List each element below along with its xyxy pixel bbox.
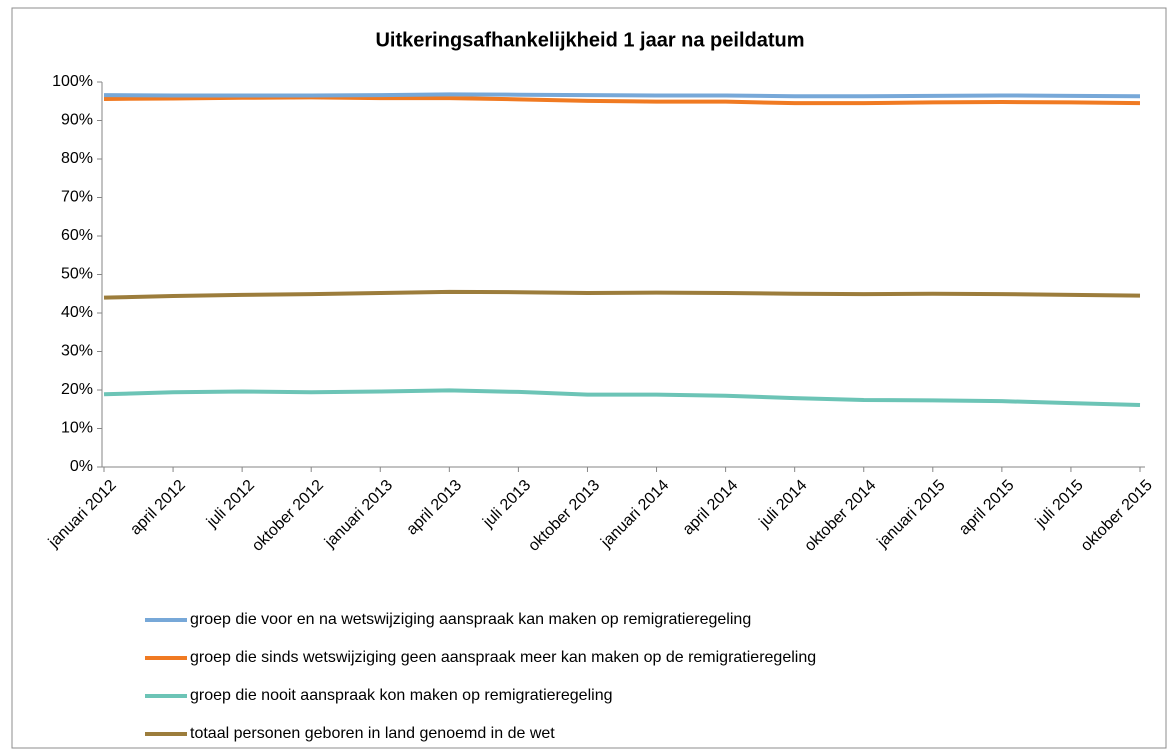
chart-title: Uitkeringsafhankelijkheid 1 jaar na peil…: [375, 29, 804, 51]
y-tick-label: 60%: [61, 227, 93, 244]
y-tick-label: 0%: [70, 458, 93, 475]
y-tick-label: 10%: [61, 420, 93, 437]
y-tick-label: 100%: [52, 73, 93, 90]
y-tick-label: 20%: [61, 381, 93, 398]
series-line: [103, 92, 1141, 99]
series-line: [103, 289, 1141, 300]
series-line: [103, 388, 1141, 408]
y-tick-label: 90%: [61, 112, 93, 129]
legend-label: groep die sinds wetswijziging geen aansp…: [190, 649, 816, 666]
y-tick-label: 40%: [61, 304, 93, 321]
legend-label: groep die nooit aanspraak kon maken op r…: [190, 687, 612, 704]
legend-label: totaal personen geboren in land genoemd …: [190, 725, 555, 742]
y-tick-label: 80%: [61, 150, 93, 167]
y-tick-label: 50%: [61, 266, 93, 283]
series-line: [103, 95, 1141, 106]
chart-border: [11, 7, 1167, 749]
y-tick-label: 70%: [61, 189, 93, 206]
y-tick-label: 30%: [61, 343, 93, 360]
legend-label: groep die voor en na wetswijziging aansp…: [190, 611, 751, 628]
